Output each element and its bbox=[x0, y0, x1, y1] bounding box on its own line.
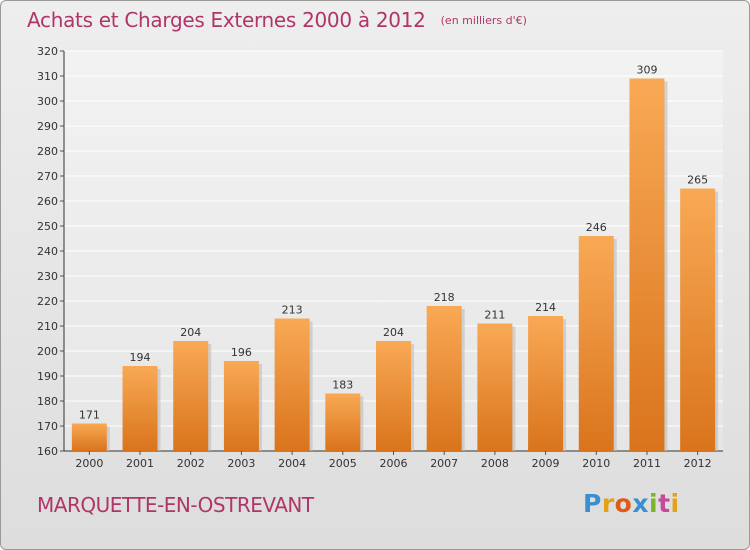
x-tick-label: 2009 bbox=[532, 457, 560, 470]
y-tick-label: 160 bbox=[37, 445, 58, 458]
bar bbox=[376, 341, 411, 451]
x-tick-label: 2002 bbox=[177, 457, 205, 470]
y-tick-label: 250 bbox=[37, 220, 58, 233]
y-tick-label: 290 bbox=[37, 120, 58, 133]
chart-title-text: Achats et Charges Externes 2000 à 2012 bbox=[27, 8, 426, 32]
y-tick-label: 210 bbox=[37, 320, 58, 333]
value-label: 309 bbox=[636, 64, 657, 77]
value-label: 246 bbox=[586, 221, 607, 234]
bar bbox=[477, 323, 513, 451]
bar bbox=[173, 341, 209, 451]
bar bbox=[680, 188, 716, 451]
value-label: 204 bbox=[383, 326, 404, 339]
bar bbox=[325, 393, 361, 451]
value-label: 183 bbox=[332, 379, 353, 392]
chart-unit: (en milliers d'€) bbox=[440, 14, 527, 27]
x-tick-label: 2011 bbox=[633, 457, 661, 470]
value-label: 171 bbox=[79, 409, 100, 422]
x-tick-label: 2007 bbox=[430, 457, 458, 470]
y-tick-label: 270 bbox=[37, 170, 58, 183]
y-tick-label: 200 bbox=[37, 345, 58, 358]
value-label: 196 bbox=[231, 346, 252, 359]
logo-letter: r bbox=[601, 489, 615, 518]
logo-letter: i bbox=[649, 489, 659, 518]
x-tick-label: 2008 bbox=[481, 457, 509, 470]
x-tick-label: 2004 bbox=[278, 457, 306, 470]
y-tick-label: 240 bbox=[37, 245, 58, 258]
bar bbox=[274, 318, 310, 451]
y-tick-label: 310 bbox=[37, 70, 58, 83]
x-tick-label: 2010 bbox=[582, 457, 610, 470]
chart-title: Achats et Charges Externes 2000 à 2012 (… bbox=[27, 8, 527, 32]
bar bbox=[426, 306, 462, 451]
bar bbox=[71, 423, 107, 451]
bar bbox=[223, 361, 259, 451]
value-label: 218 bbox=[434, 291, 455, 304]
proxiti-logo: Proxiti bbox=[583, 489, 680, 518]
value-label: 194 bbox=[130, 351, 151, 364]
y-tick-label: 320 bbox=[37, 45, 58, 58]
x-tick-label: 2006 bbox=[380, 457, 408, 470]
bar bbox=[629, 78, 665, 451]
y-tick-label: 170 bbox=[37, 420, 58, 433]
value-label: 214 bbox=[535, 301, 556, 314]
y-tick-label: 180 bbox=[37, 395, 58, 408]
y-tick-label: 230 bbox=[37, 270, 58, 283]
x-tick-label: 2001 bbox=[126, 457, 154, 470]
logo-letter: t bbox=[658, 489, 671, 518]
logo-letter: P bbox=[583, 489, 602, 518]
x-tick-label: 2012 bbox=[684, 457, 712, 470]
x-tick-label: 2000 bbox=[75, 457, 103, 470]
value-label: 211 bbox=[484, 309, 505, 322]
value-label: 213 bbox=[282, 304, 303, 317]
x-tick-label: 2003 bbox=[227, 457, 255, 470]
bar bbox=[528, 316, 564, 451]
y-tick-label: 220 bbox=[37, 295, 58, 308]
y-tick-label: 190 bbox=[37, 370, 58, 383]
y-tick-label: 300 bbox=[37, 95, 58, 108]
value-label: 265 bbox=[687, 174, 708, 187]
bar bbox=[122, 366, 158, 451]
y-tick-label: 280 bbox=[37, 145, 58, 158]
bar bbox=[578, 236, 614, 451]
logo-letter: i bbox=[670, 489, 680, 518]
y-tick-label: 260 bbox=[37, 195, 58, 208]
commune-name: MARQUETTE-EN-OSTREVANT bbox=[37, 493, 314, 517]
value-label: 204 bbox=[180, 326, 201, 339]
logo-letter: o bbox=[614, 489, 633, 518]
logo-letter: x bbox=[632, 489, 649, 518]
x-tick-label: 2005 bbox=[329, 457, 357, 470]
